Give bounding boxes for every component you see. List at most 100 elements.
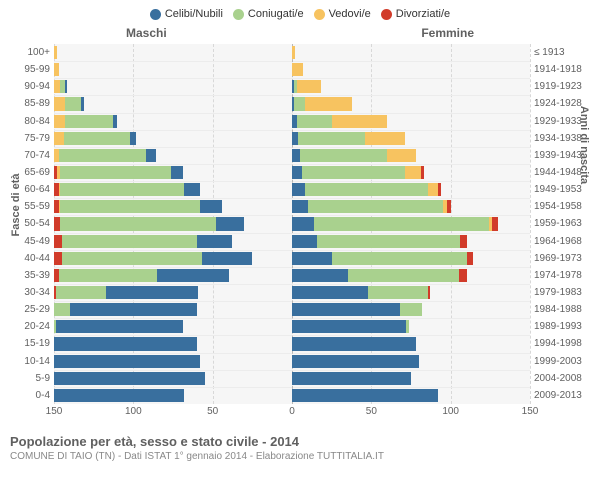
x-tick: 150: [46, 406, 63, 417]
birth-label: 1974-1978: [534, 270, 592, 281]
table-row: 25-291984-1988: [54, 301, 530, 318]
bar-segment: [292, 217, 314, 230]
chart-title: Popolazione per età, sesso e stato civil…: [10, 434, 594, 449]
bar-segment: [292, 320, 406, 333]
bar-segment: [130, 132, 136, 145]
bar-segment: [171, 166, 182, 179]
birth-label: 1994-1998: [534, 338, 592, 349]
bar-segment: [292, 269, 348, 282]
birth-label: 1924-1928: [534, 98, 592, 109]
age-label: 70-74: [10, 150, 50, 161]
birth-label: 1954-1958: [534, 201, 592, 212]
table-row: 80-841929-1933: [54, 113, 530, 130]
bar-segment: [54, 372, 205, 385]
bar-segment: [292, 63, 303, 76]
age-label: 90-94: [10, 81, 50, 92]
bar-segment: [405, 166, 421, 179]
bar-segment: [56, 286, 107, 299]
bar-segment: [70, 303, 197, 316]
table-row: 95-991914-1918: [54, 61, 530, 78]
birth-label: 1914-1918: [534, 64, 592, 75]
birth-label: 1949-1953: [534, 184, 592, 195]
bar-segment: [54, 303, 70, 316]
bar-segment: [54, 389, 184, 402]
x-axis: 15010050050100150: [54, 406, 530, 422]
bar-segment: [292, 235, 317, 248]
bar-segment: [54, 46, 57, 59]
bar-segment: [314, 217, 489, 230]
age-label: 100+: [10, 47, 50, 58]
age-label: 5-9: [10, 373, 50, 384]
bar-segment: [428, 183, 438, 196]
table-row: 15-191994-1998: [54, 335, 530, 352]
age-label: 65-69: [10, 167, 50, 178]
bar-segment: [62, 235, 197, 248]
birth-label: 1959-1963: [534, 218, 592, 229]
male-title: Maschi: [126, 26, 167, 40]
birth-label: 1939-1943: [534, 150, 592, 161]
birth-label: 2004-2008: [534, 373, 592, 384]
age-label: 80-84: [10, 116, 50, 127]
bar-segment: [332, 115, 388, 128]
table-row: 85-891924-1928: [54, 95, 530, 112]
x-tick: 0: [289, 406, 295, 417]
age-label: 35-39: [10, 270, 50, 281]
bar-segment: [54, 115, 65, 128]
bar-segment: [60, 217, 215, 230]
bar-segment: [54, 63, 59, 76]
bar-segment: [54, 252, 62, 265]
bar-segment: [216, 217, 245, 230]
birth-label: 1989-1993: [534, 321, 592, 332]
legend-label: Coniugati/e: [248, 8, 304, 20]
table-row: 0-42009-2013: [54, 387, 530, 404]
bar-segment: [60, 183, 184, 196]
table-row: 50-541959-1963: [54, 215, 530, 232]
bar-segment: [292, 389, 438, 402]
bar-segment: [460, 235, 466, 248]
bar-segment: [317, 235, 460, 248]
age-label: 45-49: [10, 236, 50, 247]
bar-segment: [65, 97, 81, 110]
bar-segment: [332, 252, 467, 265]
bar-segment: [387, 149, 416, 162]
age-label: 55-59: [10, 201, 50, 212]
bar-segment: [60, 200, 200, 213]
bar-segment: [438, 183, 441, 196]
birth-label: 1934-1938: [534, 133, 592, 144]
table-row: 75-791934-1938: [54, 130, 530, 147]
table-row: 90-941919-1923: [54, 78, 530, 95]
legend-label: Divorziati/e: [396, 8, 450, 20]
bar-segment: [54, 355, 200, 368]
x-tick: 100: [125, 406, 142, 417]
bar-segment: [292, 355, 419, 368]
bar-segment: [308, 200, 443, 213]
table-row: 60-641949-1953: [54, 181, 530, 198]
table-row: 45-491964-1968: [54, 233, 530, 250]
chart-area: Fasce di età Anni di nascita 100+≤ 19139…: [6, 44, 594, 428]
bar-segment: [292, 372, 411, 385]
age-label: 85-89: [10, 98, 50, 109]
table-row: 5-92004-2008: [54, 370, 530, 387]
bar-segment: [297, 115, 332, 128]
bar-segment: [81, 97, 84, 110]
age-label: 0-4: [10, 390, 50, 401]
bar-segment: [292, 286, 368, 299]
bar-segment: [348, 269, 459, 282]
birth-label: 1964-1968: [534, 236, 592, 247]
bar-segment: [64, 132, 131, 145]
bar-segment: [459, 269, 467, 282]
age-label: 60-64: [10, 184, 50, 195]
pyramid-chart: Celibi/NubiliConiugati/eVedovi/eDivorzia…: [0, 0, 600, 500]
birth-label: 1944-1948: [534, 167, 592, 178]
bar-segment: [65, 115, 113, 128]
bar-segment: [300, 149, 387, 162]
bar-segment: [294, 97, 305, 110]
bar-segment: [59, 269, 157, 282]
x-tick: 100: [442, 406, 459, 417]
birth-label: 1969-1973: [534, 253, 592, 264]
legend-item: Vedovi/e: [314, 8, 371, 20]
bar-segment: [298, 132, 365, 145]
x-tick: 50: [366, 406, 377, 417]
bar-segment: [200, 200, 222, 213]
birth-label: 2009-2013: [534, 390, 592, 401]
